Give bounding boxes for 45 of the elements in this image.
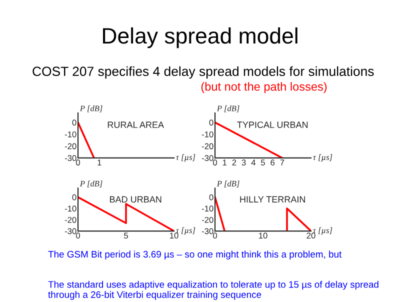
y-axis-title: P [dB] bbox=[216, 105, 240, 112]
y-axis-title: P [dB] bbox=[80, 180, 102, 188]
x-tick-label: 10 bbox=[259, 232, 268, 239]
x-axis-title: τ [µs] bbox=[176, 154, 196, 162]
x-tick-label: 5 bbox=[124, 232, 128, 239]
x-tick-label: 1 bbox=[98, 160, 102, 166]
x-tick-label: 2 bbox=[232, 160, 236, 166]
text: Delay spread model bbox=[103, 27, 298, 48]
y-axis-title: P [dB] bbox=[80, 105, 102, 112]
y-tick-label: 0 bbox=[72, 120, 76, 126]
y-tick-label: -30 bbox=[202, 155, 214, 162]
x-tick-label: 10 bbox=[170, 232, 178, 239]
y-tick-label: -10 bbox=[64, 131, 76, 138]
y-tick-label: -10 bbox=[202, 206, 214, 212]
y-tick-label: 0 bbox=[209, 194, 214, 200]
x-tick-label: 4 bbox=[251, 160, 256, 166]
x-tick-label: 7 bbox=[280, 160, 284, 166]
y-tick-label: -10 bbox=[202, 131, 214, 138]
y-tick-label: -20 bbox=[202, 216, 214, 223]
y-tick-label: -30 bbox=[64, 155, 76, 162]
text: HILLY TERRAIN bbox=[240, 196, 305, 202]
text: (but not the path losses) bbox=[201, 82, 327, 94]
text: BAD URBAN bbox=[110, 196, 162, 203]
y-tick-label: -30 bbox=[64, 228, 76, 234]
x-tick-label: 1 bbox=[222, 160, 227, 166]
y-tick-label: -20 bbox=[64, 216, 76, 223]
text: The standard uses adaptive equalization to tolerate up to 15 µs of delay spread through a 26-bit Viterbi equalizer training sequence bbox=[48, 280, 378, 300]
x-tick-label: 5 bbox=[261, 160, 265, 166]
x-axis-title: τ [µs] bbox=[313, 227, 332, 235]
text: The GSM Bit period is 3.69 µs – so one might think this a problem, but bbox=[48, 250, 342, 260]
y-tick-label: 0 bbox=[209, 120, 214, 126]
x-tick-label: 6 bbox=[270, 160, 275, 166]
y-tick-label: -30 bbox=[202, 228, 214, 234]
text: TYPICAL URBAN bbox=[237, 122, 308, 128]
x-axis-title: τ [µs] bbox=[313, 154, 332, 162]
y-axis-title: P [dB] bbox=[216, 180, 240, 188]
x-tick-label: 20 bbox=[306, 232, 316, 239]
x-axis-title: τ [µs] bbox=[176, 227, 196, 235]
y-tick-label: -10 bbox=[64, 206, 76, 212]
y-tick-label: -20 bbox=[202, 143, 214, 150]
text: COST 207 specifies 4 delay spread models for simulations bbox=[32, 66, 374, 79]
text: RURAL AREA bbox=[108, 122, 164, 128]
y-tick-label: 0 bbox=[72, 194, 76, 200]
x-tick-label: 3 bbox=[242, 160, 246, 166]
y-tick-label: -20 bbox=[64, 143, 76, 150]
